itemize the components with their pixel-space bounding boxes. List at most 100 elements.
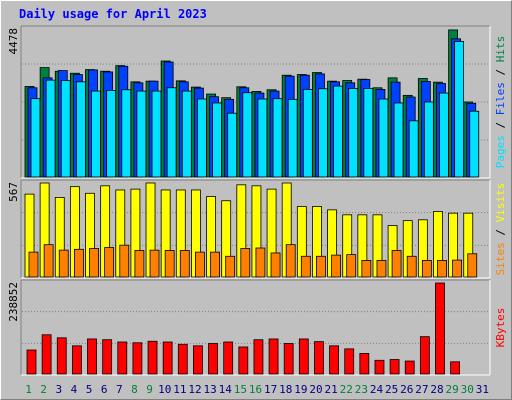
pages-bar — [151, 90, 162, 178]
chart-title: Daily usage for April 2023 — [19, 7, 207, 21]
x-tick-label: 13 — [203, 383, 216, 396]
pages-bar — [30, 98, 41, 178]
pages-bar — [197, 98, 207, 178]
x-tick-label: 1 — [25, 383, 32, 396]
pages-bar — [60, 80, 71, 178]
sites-bar — [467, 253, 478, 278]
sites-bar — [119, 244, 130, 278]
x-tick-label: 9 — [146, 383, 153, 396]
pages-bar — [287, 98, 298, 178]
kbytes-bar — [71, 345, 82, 375]
x-tick-label: 10 — [158, 383, 171, 396]
pages-bar — [121, 89, 132, 178]
legend-entry: Pages — [494, 135, 507, 168]
legend-entry: / — [494, 115, 507, 135]
kbytes-bar — [177, 343, 188, 375]
sites-bar — [437, 260, 447, 278]
kbytes-bar — [374, 359, 385, 375]
pages-bar — [439, 92, 449, 178]
sites-bar — [361, 260, 372, 278]
sites-bar — [240, 248, 251, 278]
y-max-label-visits: 567 — [7, 182, 20, 202]
kbytes-bar — [223, 341, 234, 375]
pages-bar — [393, 102, 404, 178]
legend-pages-files-hits: Pages / Files / Hits — [494, 36, 507, 169]
legend-entry: Visits — [494, 183, 507, 223]
sites-bar — [179, 250, 190, 278]
sites-bar — [452, 259, 463, 278]
x-tick-label: 4 — [71, 383, 78, 396]
sites-bar — [149, 249, 160, 278]
kbytes-bar — [404, 360, 415, 375]
pages-bar — [75, 81, 86, 178]
kbytes-bar — [208, 343, 218, 375]
pages-bar — [212, 102, 222, 178]
sites-bar — [28, 251, 39, 278]
pages-bar — [91, 90, 101, 178]
sites-bar — [73, 248, 84, 278]
kbytes-bar — [41, 334, 52, 375]
legend-entry: KBytes — [494, 308, 507, 348]
legend-entry: Sites — [494, 242, 507, 275]
sites-bar — [255, 247, 266, 278]
pages-bar — [302, 89, 313, 178]
kbytes-bar — [419, 336, 430, 375]
x-tick-label: 17 — [264, 383, 277, 396]
sites-bar — [331, 254, 341, 278]
pages-bar — [378, 98, 389, 178]
x-tick-label: 19 — [294, 383, 307, 396]
kbytes-bar — [344, 348, 355, 375]
legend-entry: / — [494, 62, 507, 82]
pages-bar — [469, 110, 480, 178]
kbytes-bar — [193, 345, 203, 375]
x-tick-label: 6 — [101, 383, 108, 396]
x-tick-label: 11 — [173, 383, 186, 396]
kbytes-bar — [56, 337, 67, 375]
y-max-label-hits: 4478 — [7, 28, 20, 55]
sites-bar — [225, 255, 236, 278]
sites-bar — [195, 251, 205, 278]
legend-entry: / — [494, 222, 507, 242]
x-tick-label: 2 — [40, 383, 47, 396]
sites-bar — [58, 249, 69, 278]
pages-bar — [408, 120, 419, 178]
pages-bar — [333, 85, 343, 178]
sites-bar — [421, 260, 432, 278]
kbytes-bar — [450, 361, 461, 375]
pages-bar — [136, 90, 147, 178]
pages-bar — [423, 101, 434, 178]
x-tick-label: 30 — [461, 383, 474, 396]
x-tick-label: 29 — [446, 383, 459, 396]
sites-bar — [391, 250, 402, 278]
x-tick-label: 21 — [325, 383, 338, 396]
kbytes-bar — [329, 345, 339, 375]
kbytes-bar — [238, 346, 249, 375]
x-tick-label: 12 — [188, 383, 201, 396]
sites-bar — [270, 252, 281, 278]
sites-bar — [43, 244, 54, 278]
sites-bar — [300, 255, 311, 278]
sites-bar — [376, 260, 387, 278]
x-tick-label: 7 — [116, 383, 123, 396]
sites-bar — [210, 251, 220, 278]
x-tick-label: 23 — [355, 383, 368, 396]
kbytes-bar — [117, 341, 128, 375]
pages-bar — [454, 41, 465, 178]
sites-bar — [104, 247, 115, 278]
pages-bar — [272, 98, 283, 178]
kbytes-bar — [87, 338, 97, 375]
pages-bar — [106, 90, 117, 178]
sites-bar — [164, 250, 175, 278]
pages-bar — [363, 88, 374, 178]
pages-bar — [166, 87, 177, 178]
x-tick-label: 16 — [249, 383, 262, 396]
x-tick-label: 25 — [385, 383, 398, 396]
kbytes-bar — [147, 340, 158, 375]
legend-kbytes: KBytes — [494, 308, 507, 348]
kbytes-bar — [314, 341, 324, 375]
x-tick-label: 20 — [309, 383, 322, 396]
x-tick-label: 28 — [430, 383, 443, 396]
kbytes-bar — [268, 338, 279, 375]
